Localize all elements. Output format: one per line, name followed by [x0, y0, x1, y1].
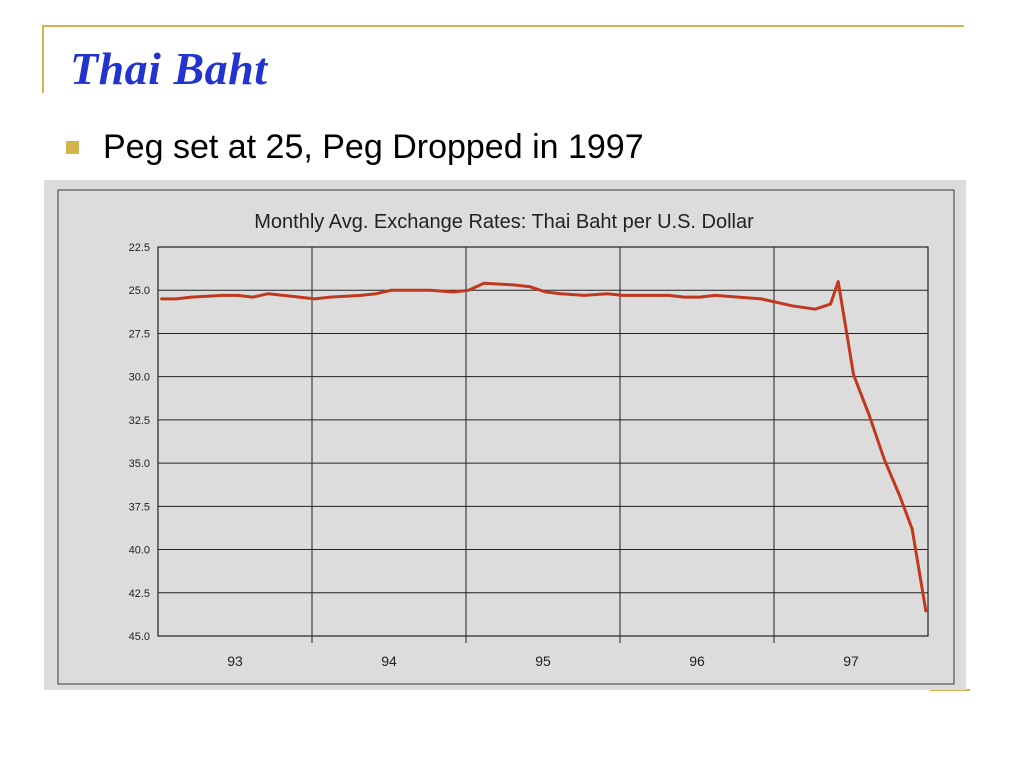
slide-frame-left — [42, 25, 44, 93]
slide-frame-top — [42, 25, 964, 27]
plot-area — [157, 246, 929, 637]
y-tick-label: 35.0 — [129, 458, 150, 470]
y-tick-label: 27.5 — [129, 328, 150, 340]
data-point — [406, 289, 408, 292]
data-point — [899, 495, 901, 497]
data-point — [583, 294, 585, 297]
data-point — [791, 304, 793, 307]
data-point — [529, 285, 532, 288]
data-point — [467, 289, 470, 292]
data-point — [714, 294, 716, 297]
axis-layer: 22.5 25.0 27.5 30.0 32.5 35.0 37.5 40.0 42.5 45.0… — [129, 242, 859, 669]
data-point — [175, 298, 177, 300]
data-point — [452, 291, 455, 293]
y-tick-label: 37.5 — [129, 501, 150, 513]
data-point — [637, 294, 639, 297]
y-tick-label: 42.5 — [129, 588, 150, 600]
data-point — [298, 296, 301, 298]
x-tick-label: 96 — [689, 653, 705, 669]
data-point — [606, 292, 609, 295]
y-tick-label: 32.5 — [129, 415, 150, 427]
data-point — [544, 291, 547, 293]
y-tick-label: 40.0 — [129, 545, 150, 557]
data-point — [514, 284, 516, 286]
x-tick-label: 95 — [535, 653, 551, 669]
data-point — [852, 374, 855, 376]
chart-title: Monthly Avg. Exchange Rates: Thai Baht p… — [254, 211, 754, 233]
data-point — [829, 303, 832, 305]
data-point — [221, 294, 224, 297]
y-tick-label: 45.0 — [129, 631, 150, 643]
slide-title: Thai Baht — [70, 43, 268, 94]
bullet-text: Peg set at 25, Peg Dropped in 1997 — [103, 128, 644, 166]
y-tick-label: 25.0 — [129, 285, 150, 297]
data-point — [737, 296, 739, 298]
chart-panel: Monthly Avg. Exchange Rates: Thai Baht p… — [44, 180, 966, 690]
series-layer — [159, 280, 928, 613]
grid-layer — [158, 247, 928, 643]
chart-border — [57, 189, 955, 685]
data-point — [375, 292, 378, 295]
data-point — [390, 289, 393, 292]
x-tick-label: 94 — [381, 653, 397, 669]
series-line — [160, 280, 928, 613]
data-point — [683, 296, 686, 298]
data-point — [814, 308, 816, 311]
data-point — [236, 294, 239, 297]
bullet-item: Peg set at 25, Peg Dropped in 1997 — [66, 128, 644, 167]
data-point — [429, 289, 431, 292]
data-point — [267, 292, 270, 295]
data-point — [621, 294, 624, 297]
data-point — [313, 298, 316, 300]
bullet-square-icon — [66, 141, 79, 154]
data-point — [837, 280, 840, 283]
y-tick-label: 30.0 — [129, 372, 150, 384]
data-point — [868, 413, 870, 416]
data-point — [560, 292, 562, 295]
data-point — [698, 296, 701, 298]
data-point — [190, 296, 193, 298]
data-point — [925, 610, 927, 613]
y-tick-label: 22.5 — [129, 242, 150, 254]
data-point — [775, 301, 778, 304]
data-point — [360, 294, 362, 297]
exchange-rate-chart: Monthly Avg. Exchange Rates: Thai Baht p… — [57, 189, 955, 685]
x-tick-label: 97 — [843, 653, 859, 669]
data-point — [159, 298, 162, 300]
data-point — [668, 294, 670, 297]
slide-frame-bottom — [930, 689, 970, 691]
data-point — [883, 458, 886, 461]
x-tick-label: 93 — [227, 653, 243, 669]
data-point — [252, 296, 254, 298]
data-point — [329, 296, 331, 298]
data-point — [760, 298, 763, 300]
data-point — [911, 528, 913, 530]
data-point — [483, 282, 485, 285]
